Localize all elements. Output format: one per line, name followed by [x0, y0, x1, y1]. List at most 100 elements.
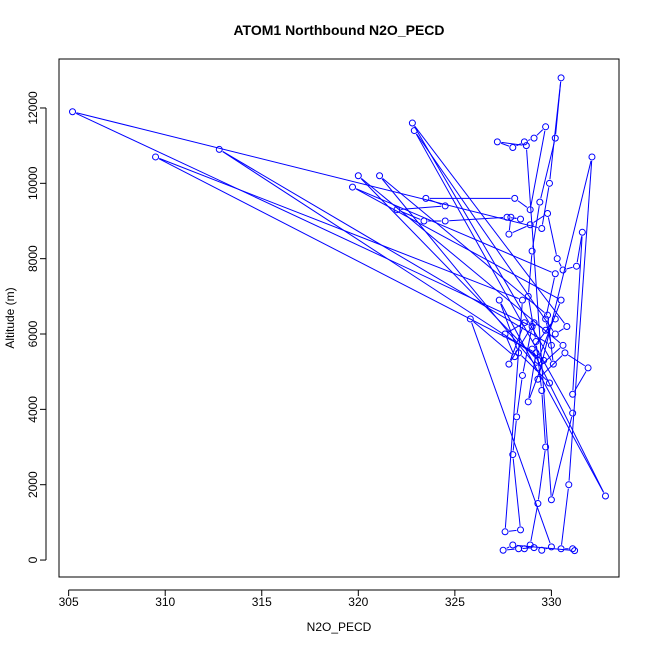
series-segment	[355, 188, 552, 273]
data-point	[547, 496, 555, 504]
data-point	[520, 138, 528, 146]
data-point	[410, 127, 418, 135]
data-point	[532, 349, 540, 357]
data-point	[515, 545, 523, 553]
data-point	[538, 387, 546, 395]
x-tick-label: 325	[445, 595, 465, 609]
series-segment	[506, 337, 514, 354]
axes-layer: 305 310 315 320 325 330 0 2000 4000 6000 8000 10000…	[26, 58, 620, 609]
series-segment	[537, 324, 543, 329]
series-segment	[508, 529, 517, 532]
data-point	[584, 364, 592, 372]
data-point	[547, 543, 555, 551]
data-point	[509, 541, 517, 549]
series-segment	[355, 188, 558, 299]
y-tick-label: 6000	[26, 320, 40, 347]
data-point	[501, 330, 509, 338]
data-point	[542, 326, 550, 334]
series-segment	[400, 210, 421, 220]
data-point	[544, 209, 552, 217]
y-tick-label: 2000	[26, 471, 40, 498]
data-point	[551, 315, 559, 323]
data-point	[522, 142, 530, 150]
y-tick-label: 4000	[26, 396, 40, 423]
data-point	[524, 398, 532, 406]
series-segment	[549, 81, 562, 180]
data-point	[534, 364, 542, 372]
data-point	[517, 215, 525, 223]
data-point	[526, 206, 534, 214]
series-segment	[545, 277, 555, 316]
series-segment	[527, 139, 531, 141]
series-segment	[540, 141, 555, 199]
data-point	[493, 138, 501, 146]
series-segment	[528, 255, 533, 293]
data-point	[557, 74, 565, 82]
data-point	[542, 443, 550, 451]
series-segment	[414, 125, 565, 324]
data-point	[441, 217, 449, 225]
y-tick-label: 0	[26, 556, 40, 563]
data-point	[551, 330, 559, 338]
series-segment	[506, 546, 510, 549]
data-point	[441, 202, 449, 210]
y-axis-label: Altitude (m)	[3, 287, 17, 348]
series-segment	[530, 507, 538, 542]
data-point	[505, 360, 513, 368]
series-segment	[517, 200, 528, 208]
data-point	[545, 179, 553, 187]
data-point	[559, 266, 567, 274]
data-point	[422, 194, 430, 202]
series-segment	[159, 157, 519, 300]
data-point	[528, 322, 536, 330]
data-point	[538, 225, 546, 233]
series-segment	[512, 225, 527, 234]
data-point	[565, 481, 573, 489]
series-segment	[158, 158, 533, 352]
data-point	[515, 349, 523, 357]
data-point	[518, 371, 526, 379]
data-point	[559, 341, 567, 349]
data-point	[530, 134, 538, 142]
series-segment	[574, 371, 587, 392]
data-point	[561, 349, 569, 357]
data-point	[511, 353, 519, 361]
data-point	[503, 213, 511, 221]
data-point	[511, 194, 519, 202]
y-tick-label: 12000	[26, 91, 40, 125]
series-segment	[512, 458, 521, 526]
series-segment	[222, 151, 549, 344]
series-segment	[521, 355, 547, 381]
data-point	[466, 315, 474, 323]
series-segment	[561, 488, 569, 545]
series-segment	[500, 142, 510, 147]
series-segment	[516, 143, 522, 147]
data-point	[569, 409, 577, 417]
data-point	[569, 545, 577, 553]
x-tick-label: 305	[59, 595, 79, 609]
data-point	[542, 123, 550, 131]
data-point	[354, 172, 362, 180]
x-tick-label: 310	[155, 595, 175, 609]
series-segment	[541, 394, 546, 444]
series-segment	[551, 416, 573, 497]
data-point	[601, 492, 609, 500]
series-segment	[222, 151, 541, 359]
series-layer	[69, 74, 609, 555]
data-point	[215, 145, 223, 153]
data-point	[534, 375, 542, 383]
x-tick-label: 315	[252, 595, 272, 609]
data-point	[509, 451, 517, 459]
data-point	[517, 526, 525, 534]
series-segment	[429, 199, 442, 205]
series-segment	[360, 178, 536, 358]
series-segment	[381, 178, 536, 366]
series-segment	[533, 215, 545, 223]
data-point	[499, 546, 507, 554]
plot-frame	[58, 58, 620, 578]
x-tick-label: 320	[348, 595, 368, 609]
data-point	[520, 319, 528, 327]
data-point	[530, 544, 538, 552]
